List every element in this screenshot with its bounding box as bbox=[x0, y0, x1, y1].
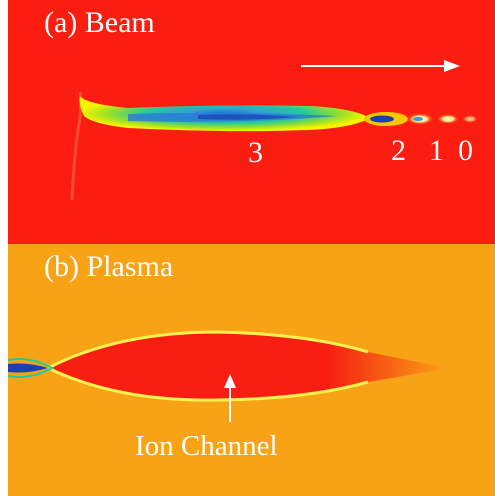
beam-density-map bbox=[70, 60, 478, 201]
ion-channel bbox=[48, 332, 448, 401]
bunch-0 bbox=[437, 114, 459, 124]
plasma-panel: (b) Plasma Ion Channel bbox=[8, 244, 495, 496]
bunch-label-3: 3 bbox=[248, 136, 263, 169]
arrow-up-icon bbox=[224, 374, 236, 422]
beam-panel-title: (a) Beam bbox=[44, 6, 155, 39]
plasma-panel-title: (b) Plasma bbox=[44, 250, 174, 283]
beam-panel: (a) Beam 3 2 1 0 bbox=[8, 0, 495, 244]
bunch-label-0: 0 bbox=[458, 134, 473, 167]
bunch-label-1: 1 bbox=[429, 134, 444, 167]
ion-channel-label: Ion Channel bbox=[135, 430, 278, 462]
ion-channel-sheath bbox=[47, 330, 369, 402]
arrow-right-icon bbox=[301, 60, 460, 72]
bunch-label-2: 2 bbox=[391, 134, 406, 167]
plasma-density-map bbox=[8, 330, 448, 422]
